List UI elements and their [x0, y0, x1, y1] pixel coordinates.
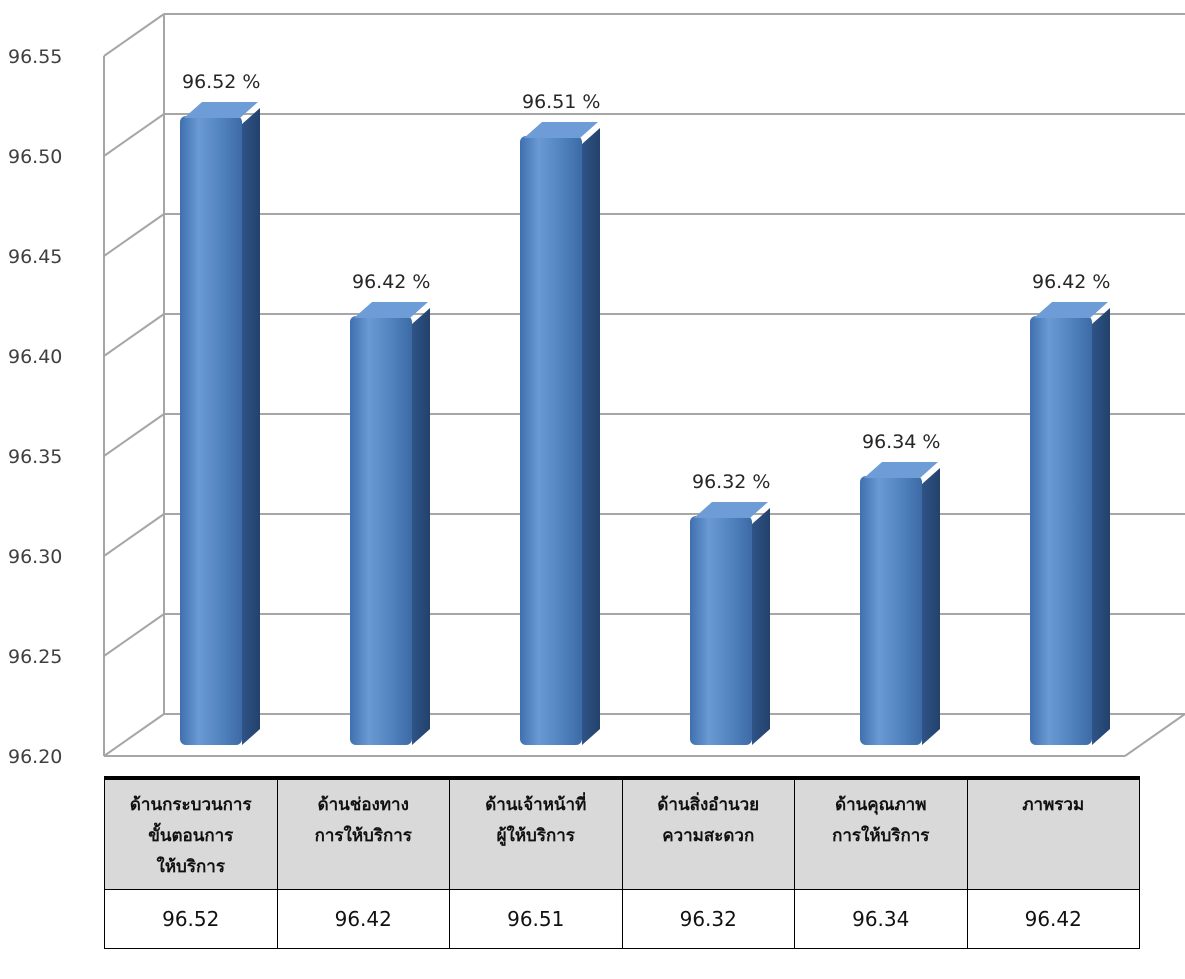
grid [103, 13, 1185, 757]
table-header-cell: ด้านช่องทาง การให้บริการ [276, 777, 450, 890]
bar [1030, 316, 1092, 745]
bar [860, 476, 922, 745]
bar-top [1034, 302, 1108, 318]
data-label: 96.42 % [352, 271, 431, 293]
data-table: ด้านกระบวนการ ขั้นตอนการ ให้บริการ ด้านช… [104, 776, 1140, 949]
y-tick-label: 96.55 [8, 46, 62, 68]
bar-side [922, 468, 940, 745]
floor-right-edge [1124, 713, 1185, 757]
y-tick-label: 96.35 [8, 446, 62, 468]
table-header-cell: ด้านกระบวนการ ขั้นตอนการ ให้บริการ [104, 777, 278, 890]
bar-side [412, 308, 430, 745]
gridline-diagonal [103, 213, 165, 257]
y-tick-label: 96.40 [8, 346, 62, 368]
gridline-diagonal [103, 513, 165, 557]
table-value-cell: 96.42 [966, 889, 1140, 949]
bar-side [242, 108, 260, 745]
gridline-diagonal [103, 13, 165, 57]
table-header-cell: ด้านเจ้าหน้าที่ ผู้ให้บริการ [449, 777, 623, 890]
y-tick-label: 96.50 [8, 146, 62, 168]
table-header-cell: ภาพรวม [966, 777, 1140, 890]
table-value-cell: 96.32 [621, 889, 795, 949]
bar-top [524, 122, 598, 138]
y-tick-label: 96.45 [8, 246, 62, 268]
bar-chart: 96.20 96.25 96.30 96.35 96.40 96.45 96.50 96.55… [8, 13, 1185, 768]
data-label: 96.32 % [692, 471, 771, 493]
gridline-diagonal [103, 113, 165, 157]
bar [180, 116, 242, 745]
table-header-cell: ด้านสิ่งอำนวย ความสะดวก [621, 777, 795, 890]
table-value-cell: 96.42 [276, 889, 450, 949]
table-value-row: 96.52 96.42 96.51 96.32 96.34 96.42 [104, 889, 1140, 949]
bar-side [1092, 308, 1110, 745]
bar-top [354, 302, 428, 318]
bar-side [752, 508, 770, 745]
data-label: 96.34 % [862, 431, 941, 453]
y-tick-label: 96.20 [8, 746, 62, 768]
labels: 96.20 96.25 96.30 96.35 96.40 96.45 96.50 96.55… [8, 46, 1111, 768]
table-value-cell: 96.34 [794, 889, 968, 949]
table-header-row: ด้านกระบวนการ ขั้นตอนการ ให้บริการ ด้านช… [104, 777, 1140, 890]
gridline-diagonal [103, 413, 165, 457]
table-value-cell: 96.51 [449, 889, 623, 949]
bar [520, 136, 582, 745]
y-tick-label: 96.30 [8, 546, 62, 568]
gridline-diagonal [103, 613, 165, 657]
gridline-diagonal [103, 313, 165, 357]
data-label: 96.52 % [182, 71, 261, 93]
bar [350, 316, 412, 745]
data-label: 96.42 % [1032, 271, 1111, 293]
bar-side [582, 128, 600, 745]
bar-top [694, 502, 768, 518]
bar-top [864, 462, 938, 478]
table-header-cell: ด้านคุณภาพ การให้บริการ [794, 777, 968, 890]
y-tick-label: 96.25 [8, 646, 62, 668]
bars [180, 102, 1110, 745]
bar-top [184, 102, 258, 118]
data-label: 96.51 % [522, 91, 601, 113]
table-value-cell: 96.52 [104, 889, 278, 949]
gridline-diagonal [103, 713, 165, 757]
bar [690, 516, 752, 745]
